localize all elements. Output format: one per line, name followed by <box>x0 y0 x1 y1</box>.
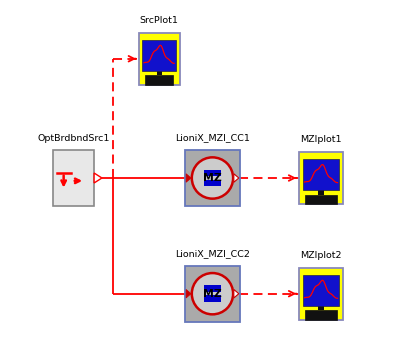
Text: SrcPlot1: SrcPlot1 <box>140 16 178 25</box>
FancyBboxPatch shape <box>299 152 343 204</box>
Text: MZIplot2: MZIplot2 <box>300 251 342 260</box>
FancyBboxPatch shape <box>303 275 339 306</box>
FancyBboxPatch shape <box>138 33 180 85</box>
Polygon shape <box>186 289 191 298</box>
FancyBboxPatch shape <box>318 190 324 194</box>
Circle shape <box>192 157 233 199</box>
FancyBboxPatch shape <box>204 180 221 186</box>
FancyBboxPatch shape <box>142 40 176 71</box>
Polygon shape <box>234 174 239 182</box>
FancyBboxPatch shape <box>204 295 221 302</box>
FancyBboxPatch shape <box>53 150 94 206</box>
Text: MZ: MZ <box>203 173 222 183</box>
Text: MZIplot1: MZIplot1 <box>300 135 342 145</box>
FancyBboxPatch shape <box>303 159 339 190</box>
FancyBboxPatch shape <box>306 194 337 204</box>
FancyBboxPatch shape <box>318 306 324 310</box>
FancyBboxPatch shape <box>184 150 240 206</box>
FancyBboxPatch shape <box>306 310 337 320</box>
Polygon shape <box>186 174 191 182</box>
FancyBboxPatch shape <box>145 75 173 85</box>
Text: LioniX_MZI_CC2: LioniX_MZI_CC2 <box>175 249 250 258</box>
Text: MZ: MZ <box>203 289 222 299</box>
Text: LioniX_MZI_CC1: LioniX_MZI_CC1 <box>175 133 250 142</box>
FancyBboxPatch shape <box>157 71 162 75</box>
FancyBboxPatch shape <box>204 286 221 292</box>
Circle shape <box>192 273 233 314</box>
FancyBboxPatch shape <box>184 266 240 321</box>
Polygon shape <box>234 289 239 298</box>
Polygon shape <box>94 173 102 183</box>
FancyBboxPatch shape <box>204 170 221 176</box>
Text: OptBrdbndSrc1: OptBrdbndSrc1 <box>38 134 110 142</box>
FancyBboxPatch shape <box>299 268 343 320</box>
